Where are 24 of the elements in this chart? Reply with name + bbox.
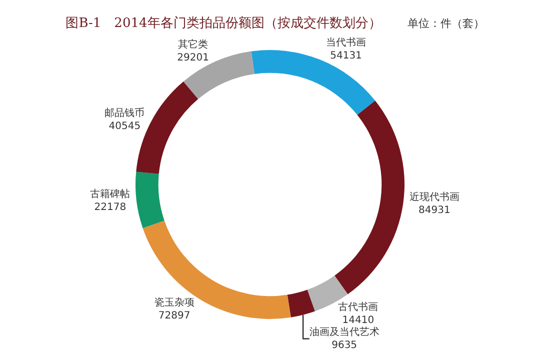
slice-label: 油画及当代艺术 — [309, 326, 380, 338]
data-label: 84931 — [418, 205, 450, 216]
slice-label: 古籍碑帖 — [90, 188, 130, 200]
slice-label: 其它类 — [178, 38, 208, 51]
data-label: 29201 — [177, 52, 209, 64]
data-label: 72897 — [158, 310, 190, 322]
donut-slice — [251, 50, 376, 115]
data-label: 22178 — [94, 202, 126, 213]
slice-label: 古代书画 — [338, 301, 378, 314]
donut-slice — [136, 172, 164, 228]
data-label: 40545 — [108, 120, 141, 132]
slice-label: 近现代书画 — [409, 191, 460, 204]
donut-slice — [142, 220, 291, 319]
chart-title: 图B-1 2014年各门类拍品份额图（按成交件数划分） — [66, 16, 382, 31]
chart-subtitle: 单位：件（套） — [407, 16, 484, 30]
data-label: 54131 — [330, 50, 362, 62]
data-label: 9635 — [332, 340, 358, 352]
slice-label: 瓷玉杂项 — [154, 296, 194, 308]
donut-slice — [334, 100, 404, 294]
donut-slice — [287, 290, 315, 318]
slice-label: 当代书画 — [326, 36, 366, 48]
donut-slice — [307, 276, 348, 312]
slice-label: 邮品钱币 — [104, 106, 145, 119]
data-label: 14410 — [342, 315, 374, 326]
